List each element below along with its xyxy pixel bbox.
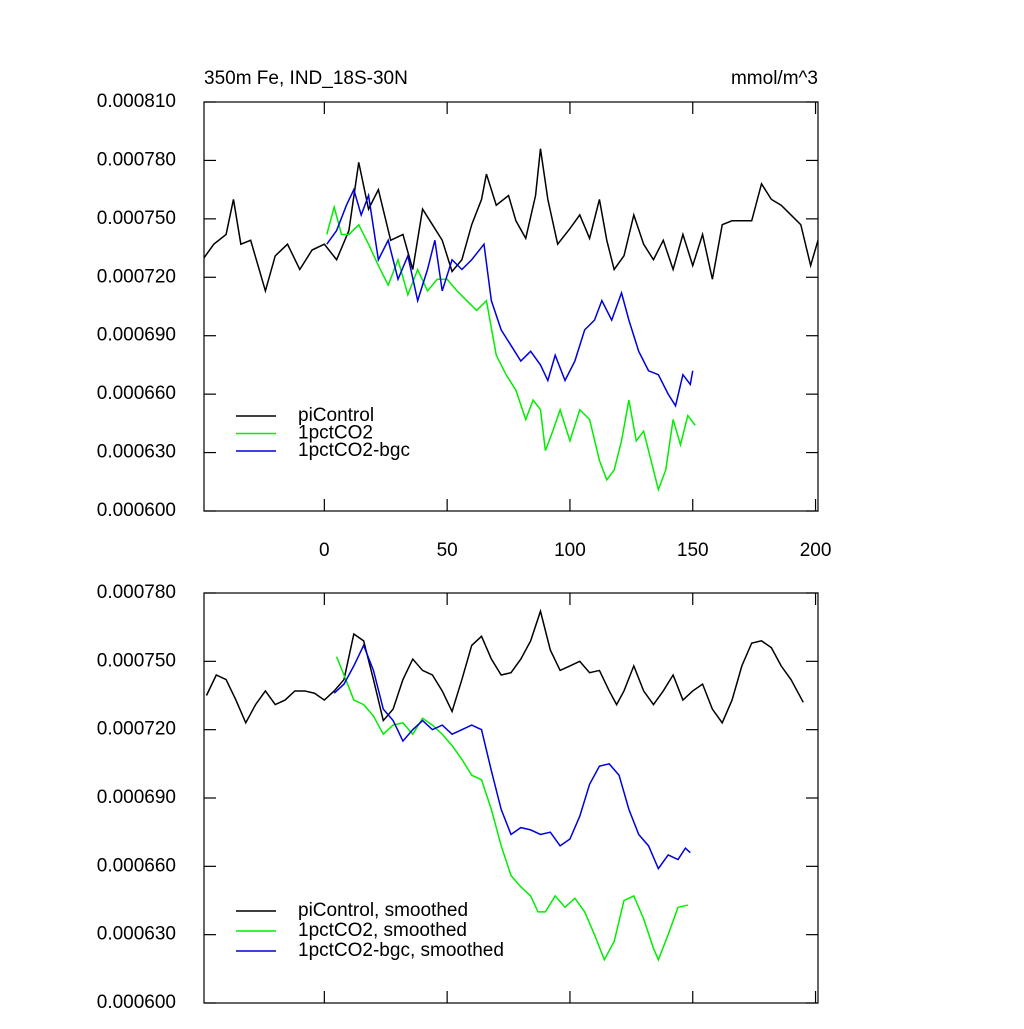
y-tick-label: 0.000660: [97, 383, 176, 404]
y-tick-label: 0.000720: [97, 719, 176, 740]
y-tick-label: 0.000690: [97, 325, 176, 346]
legend-label: piControl, smoothed: [298, 900, 468, 921]
legend-label: 1pctCO2-bgc, smoothed: [298, 940, 504, 961]
y-tick-label: 0.000600: [97, 992, 176, 1013]
x-tick-label: 200: [800, 540, 832, 561]
y-tick-label: 0.000630: [97, 442, 176, 463]
y-tick-label: 0.000780: [97, 149, 176, 170]
y-tick-label: 0.000690: [97, 787, 176, 808]
legend-label: 1pctCO2: [298, 423, 373, 444]
series-line: [326, 187, 694, 408]
y-tick-label: 0.000630: [97, 924, 176, 945]
x-tick-label: 150: [677, 540, 709, 561]
series-line: [333, 643, 691, 871]
x-tick-label: 100: [554, 540, 586, 561]
units-label: mmol/m^3: [731, 68, 818, 89]
series-line: [205, 608, 804, 725]
y-tick-label: 0.000720: [97, 266, 176, 287]
series-line: [203, 148, 819, 294]
series-line: [326, 204, 696, 493]
y-tick-label: 0.000750: [97, 650, 176, 671]
x-tick-label: 50: [437, 540, 458, 561]
legend-label: piControl: [298, 405, 374, 426]
y-tick-label: 0.000810: [97, 91, 176, 112]
y-tick-label: 0.000750: [97, 208, 176, 229]
y-tick-label: 0.000780: [97, 582, 176, 603]
y-tick-label: 0.000600: [97, 500, 176, 521]
legend-label: 1pctCO2, smoothed: [298, 920, 467, 941]
y-tick-label: 0.000660: [97, 855, 176, 876]
plot-frame: [203, 101, 819, 512]
chart-title: 350m Fe, IND_18S-30N: [204, 68, 408, 89]
legend-label: 1pctCO2-bgc: [298, 440, 410, 461]
x-tick-label: 0: [319, 540, 330, 561]
